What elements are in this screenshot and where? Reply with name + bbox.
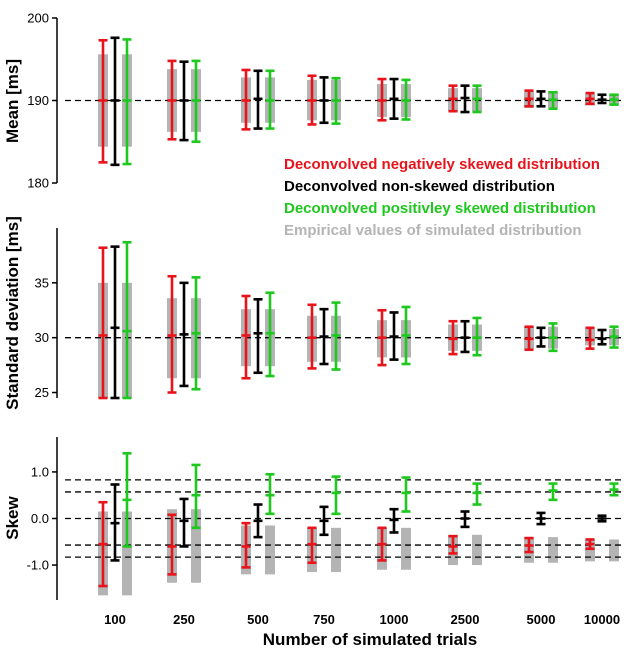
y-tick-label-sd: 35 [35,275,49,290]
x-tick-label: 500 [247,612,269,627]
y-axis-title-skew: Skew [3,495,22,539]
empirical-box [122,511,132,596]
x-tick-label: 2500 [451,612,480,627]
empirical-box [472,534,482,566]
y-tick-label-mean: 200 [27,11,49,26]
legend-positive: Deconvolved positivley skewed distributi… [284,200,596,217]
x-tick-label: 750 [313,612,335,627]
empirical-box [585,539,595,562]
y-axis-title-sd: Standard deviation [ms] [3,216,22,410]
x-tick-label: 10000 [584,612,620,627]
y-tick-label-skew: 1.0 [31,464,49,479]
y-tick-label-mean: 190 [27,93,49,108]
legend-negative: Deconvolved negatively skewed distributi… [284,156,600,173]
y-tick-label-mean: 180 [27,176,49,191]
empirical-box [191,509,201,583]
legend-nonskewed: Deconvolved non-skewed distribution [284,178,555,195]
x-tick-label: 100 [104,612,126,627]
x-tick-label: 1000 [380,612,409,627]
x-axis-title: Number of simulated trials [263,630,477,649]
empirical-box [401,527,411,570]
empirical-box [609,539,619,562]
legend-empirical: Empirical values of simulated distributi… [284,222,582,239]
empirical-box [548,537,558,563]
error-bars-layer [98,36,619,588]
y-tick-label-sd: 25 [35,385,49,400]
y-tick-label-skew: 0.0 [31,511,49,526]
x-tick-label: 250 [173,612,195,627]
axes-layer: 180 190 200 Mean [ms] 25 30 35 Standard deviati… [3,11,620,628]
empirical-box [265,525,275,575]
y-tick-label-skew: -1.0 [27,558,49,573]
empirical-box [331,527,341,573]
y-axis-title-mean: Mean [ms] [3,59,22,143]
y-tick-label-sd: 30 [35,330,49,345]
x-tick-label: 5000 [527,612,556,627]
legend: Deconvolved negatively skewed distributi… [284,156,600,239]
